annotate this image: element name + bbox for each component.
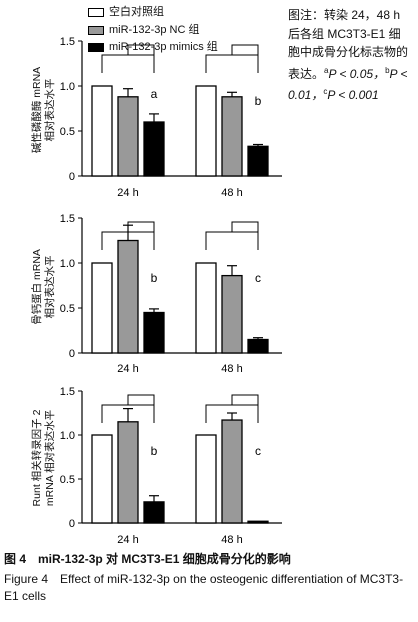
bar-control [195, 434, 217, 524]
bar-mimics [143, 311, 165, 354]
legend-item-control: 空白对照组 [88, 4, 218, 22]
y-tick-label: 0 [69, 348, 75, 360]
significance-label: c [255, 271, 261, 285]
panel-3-ylabel: Runt 相关转录因子 2 mRNA 相对表达水平 [31, 383, 57, 533]
significance-bracket [127, 221, 155, 232]
panel-3-ylabel-line-1: Runt 相关转录因子 2 [31, 409, 43, 507]
significance-label: b [151, 271, 158, 285]
note-b-sup: b [385, 65, 390, 75]
significance-label: c [255, 444, 261, 458]
bar-mimics [247, 338, 269, 354]
significance-label: b [151, 444, 158, 458]
x-tick-label: 48 h [221, 187, 242, 199]
caption-english: Figure 4 Effect of miR-132-3p on the ost… [4, 572, 404, 603]
significance-bracket [231, 221, 259, 232]
legend-item-nc: miR-132-3p NC 组 [88, 22, 218, 40]
bar-nc [221, 274, 243, 354]
legend: 空白对照组 miR-132-3p NC 组 miR-132-3p mimics … [88, 4, 218, 57]
panel-1-ylabel-line-1: 碱性磷酸酶 mRNA [31, 66, 43, 154]
legend-label-control: 空白对照组 [109, 6, 164, 18]
y-tick-label: 1.0 [60, 430, 75, 442]
y-tick-label: 1.0 [60, 81, 75, 93]
bar-mimics [247, 145, 269, 177]
y-tick-label: 1.5 [60, 213, 75, 225]
bar-control [91, 434, 113, 524]
figure: 0 0.5 1.0 1.5 a 24 h b 48 h 0 0.5 1.0 1.5 b 24 h c 48 h… [60, 36, 282, 546]
legend-swatch-control [88, 8, 104, 18]
panel-1: 0 0.5 1.0 1.5 a 24 h b 48 h [60, 36, 282, 199]
bar-control [91, 85, 113, 177]
bar-nc [117, 239, 139, 354]
note-c-sup: c [323, 87, 328, 96]
significance-bracket [101, 54, 155, 73]
legend-item-mimics: miR-132-3p mimics 组 [88, 39, 218, 57]
panel-3: 0 0.5 1.0 1.5 b 24 h c 48 h [60, 386, 282, 546]
x-tick-label: 48 h [221, 534, 242, 546]
figure-note: 图注：转染 24，48 h 后各组 MC3T3-E1 细胞中成骨分化标志物的表达… [288, 6, 412, 105]
panel-1-ylabel: 碱性磷酸酶 mRNA 相对表达水平 [31, 35, 57, 185]
significance-label: a [151, 87, 158, 101]
significance-bracket [205, 54, 259, 73]
legend-swatch-mimics [88, 43, 104, 53]
bar-mimics [143, 121, 165, 177]
significance-bracket [127, 44, 155, 55]
x-tick-label: 24 h [117, 187, 138, 199]
panel-1-ylabel-line-2: 相对表达水平 [44, 78, 56, 142]
bar-control [195, 262, 217, 354]
panel-2-ylabel-line-1: 骨钙蛋白 mRNA [31, 249, 43, 325]
significance-label: b [255, 94, 262, 108]
panel-3-ylabel-line-2: mRNA 相对表达水平 [44, 409, 56, 507]
bar-nc [221, 96, 243, 177]
bar-nc [117, 421, 139, 524]
y-tick-label: 0 [69, 171, 75, 183]
legend-swatch-nc [88, 25, 104, 35]
note-b-text: P < 0.01， [288, 66, 408, 103]
note-a-text: P < 0.05， [328, 66, 386, 81]
x-tick-label: 24 h [117, 534, 138, 546]
panel-2-ylabel-line-2: 相对表达水平 [44, 255, 56, 319]
caption-chinese: 图 4 miR-132-3p 对 MC3T3-E1 细胞成骨分化的影响 [4, 552, 291, 566]
significance-bracket [205, 231, 259, 250]
legend-label-mimics: miR-132-3p mimics 组 [109, 41, 218, 53]
panel-2-ylabel: 骨钙蛋白 mRNA 相对表达水平 [31, 212, 57, 362]
bar-nc [221, 419, 243, 524]
significance-bracket [231, 44, 259, 55]
y-tick-label: 0 [69, 518, 75, 530]
chart-svg: 0 0.5 1.0 1.5 a 24 h b 48 h 0 0.5 1.0 1.5 b 24 h c 48 h… [60, 36, 282, 546]
bar-nc [117, 96, 139, 177]
y-tick-label: 1.5 [60, 386, 75, 398]
y-tick-label: 0.5 [60, 126, 75, 138]
significance-bracket [231, 394, 259, 405]
legend-label-nc: miR-132-3p NC 组 [109, 23, 200, 36]
x-tick-label: 48 h [221, 363, 242, 375]
y-tick-label: 0.5 [60, 303, 75, 315]
x-tick-label: 24 h [117, 363, 138, 375]
significance-bracket [127, 394, 155, 405]
y-tick-label: 1.5 [60, 36, 75, 48]
note-prefix: 图注：转染 24，48 h 后各组 MC3T3-E1 细胞中成骨分化标志物的表达… [288, 8, 409, 81]
y-tick-label: 1.0 [60, 258, 75, 270]
note-c-text: P < 0.001 [327, 88, 379, 102]
bar-control [195, 85, 217, 177]
y-tick-label: 0.5 [60, 474, 75, 486]
note-a-sup: a [324, 65, 329, 75]
bar-mimics [247, 520, 269, 524]
bar-control [91, 262, 113, 354]
panel-2: 0 0.5 1.0 1.5 b 24 h c 48 h [60, 213, 282, 375]
bar-mimics [143, 501, 165, 524]
